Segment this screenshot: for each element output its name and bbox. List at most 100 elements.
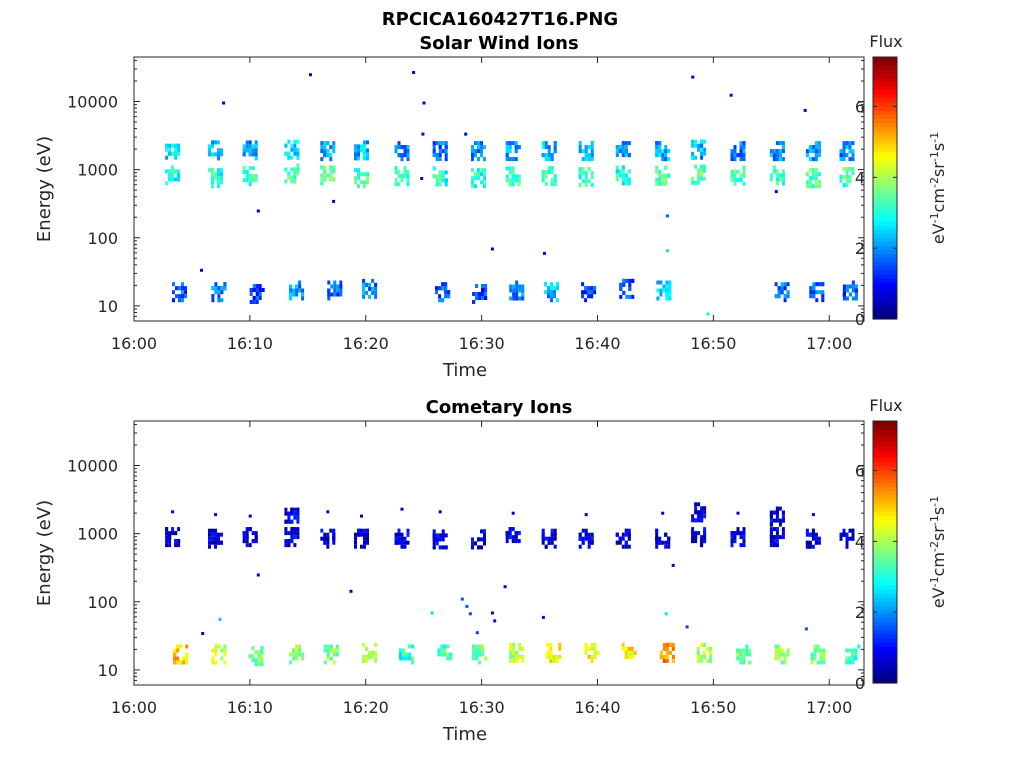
flux-cell <box>783 282 787 287</box>
flux-cell <box>255 288 259 292</box>
flux-cell <box>254 539 258 544</box>
flux-cell <box>248 543 252 548</box>
flux-cell <box>821 294 825 299</box>
flux-cell <box>552 658 556 663</box>
flux-cell <box>471 149 474 154</box>
flux-cell <box>627 646 631 651</box>
flux-cell <box>508 531 512 536</box>
flux-cell <box>174 155 178 160</box>
flux-cell <box>301 292 305 297</box>
flux-cell <box>627 544 631 549</box>
flux-cell <box>336 292 340 297</box>
colorbar-band <box>873 531 897 537</box>
flux-cell <box>480 180 483 185</box>
flux-cell <box>621 181 625 186</box>
flux-cell <box>171 531 175 536</box>
colorbar-band <box>873 662 897 668</box>
flux-cell <box>621 646 625 651</box>
flux-cell <box>362 654 366 659</box>
colorbar-band <box>873 61 897 66</box>
colorbar-band <box>873 564 897 569</box>
flux-cell <box>811 532 815 537</box>
flux-cell <box>845 288 849 293</box>
flux-cell <box>254 650 258 655</box>
flux-cluster <box>805 528 821 549</box>
flux-cell <box>363 148 366 153</box>
flux-cell <box>252 296 256 300</box>
flux-cell <box>730 153 734 158</box>
flux-cell <box>590 536 594 541</box>
flux-cell <box>842 183 846 188</box>
flux-cell <box>245 543 249 548</box>
flux-cell <box>808 540 812 545</box>
flux-cell <box>664 153 668 158</box>
flux-cell <box>845 296 849 301</box>
flux-cell <box>477 149 480 154</box>
flux-cell <box>553 544 557 549</box>
flux-cell <box>517 145 521 150</box>
flux-cell <box>556 282 559 287</box>
flux-cell <box>667 149 671 154</box>
flux-cell <box>667 540 671 545</box>
flux-cell <box>179 644 183 649</box>
flux-cluster <box>509 280 525 301</box>
flux-cell <box>742 656 746 661</box>
flux-cell <box>371 278 375 283</box>
flux-cell <box>596 650 600 655</box>
flux-cell <box>590 183 594 188</box>
flux-cell <box>483 145 486 150</box>
flux-cell <box>323 648 327 653</box>
flux-cell <box>174 143 178 148</box>
flux-cell <box>438 298 442 303</box>
flux-cell <box>851 171 855 176</box>
flux-cell <box>665 646 669 651</box>
flux-cell <box>441 298 445 303</box>
colorbar-band <box>873 539 897 545</box>
flux-cell <box>217 148 220 153</box>
x-tick-label: 16:50 <box>690 698 736 717</box>
flux-cell <box>335 652 339 657</box>
flux-cell <box>769 535 773 540</box>
flux-cell <box>363 152 366 157</box>
flux-cell <box>484 288 488 292</box>
flux-cell <box>842 167 846 172</box>
flux-cell <box>220 656 224 661</box>
flux-cell <box>211 528 214 533</box>
flux-cell <box>730 169 734 174</box>
flux-cell <box>621 153 625 158</box>
flux-cell <box>251 531 255 536</box>
flux-cell <box>449 656 453 661</box>
y-tick-label: 100 <box>87 229 118 248</box>
flux-cell <box>366 156 369 161</box>
flux-cell <box>514 174 518 179</box>
flux-cell <box>814 149 818 154</box>
flux-cell <box>708 650 712 655</box>
flux-cell <box>584 298 588 303</box>
flux-cell <box>700 543 704 548</box>
colorbar-band <box>873 122 897 128</box>
flux-cell <box>284 543 288 548</box>
flux-cell <box>621 169 625 174</box>
flux-cell <box>435 541 439 546</box>
flux-cell <box>694 506 698 511</box>
flux-cell <box>733 173 737 178</box>
flux-cell <box>432 545 436 550</box>
flux-cell <box>251 174 255 179</box>
flux-cell <box>365 654 369 659</box>
flux-cell <box>289 292 293 297</box>
flux-cell <box>518 654 522 659</box>
flux-cell <box>332 652 336 657</box>
flux-cell <box>691 180 695 185</box>
flux-cell <box>656 280 660 285</box>
flux-cell <box>177 527 181 532</box>
flux-cell <box>615 177 619 182</box>
flux-cell <box>584 145 588 150</box>
flux-cell <box>658 173 662 178</box>
flux-cell <box>329 153 333 158</box>
colorbar-title: Flux <box>869 32 902 51</box>
flux-point <box>421 132 425 136</box>
flux-cell <box>671 654 675 659</box>
colorbar-tick-label: 4 <box>855 532 865 551</box>
y-axis-label: Energy (eV) <box>34 500 55 606</box>
